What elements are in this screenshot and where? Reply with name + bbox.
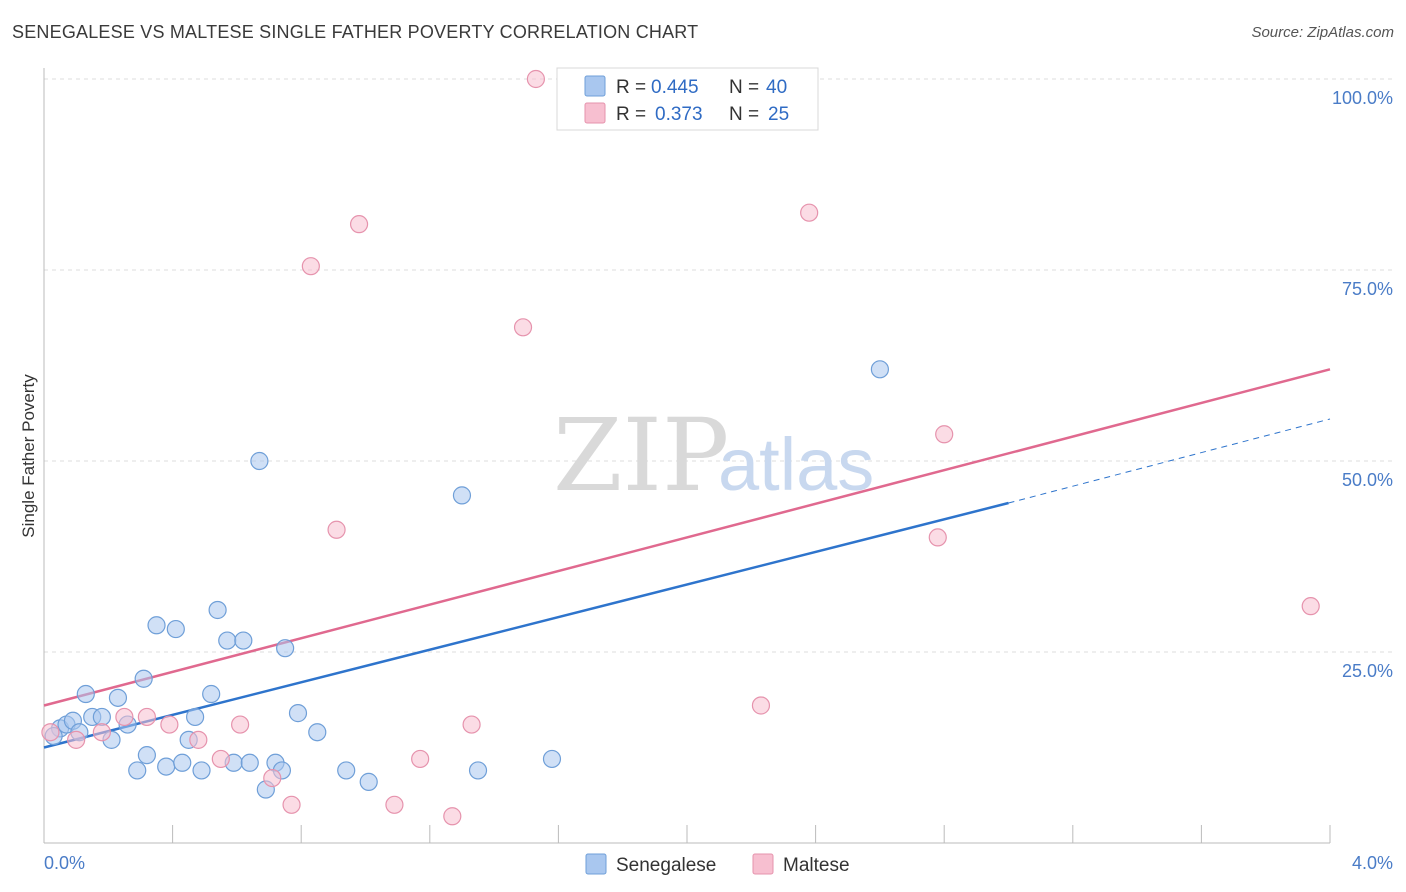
data-point-senegalese: [192, 761, 211, 780]
data-point-maltese: [282, 795, 301, 814]
trend-line-senegalese: [43, 501, 1009, 749]
data-point-senegalese: [452, 486, 472, 505]
data-point-senegalese: [276, 639, 295, 658]
legend-bottom-swatch-maltese: [752, 853, 774, 875]
legend-stats: R = 0.445 N = 40 R = 0.373 N = 25: [556, 67, 819, 131]
data-point-maltese: [385, 795, 404, 814]
data-point-maltese: [411, 749, 430, 769]
legend-r-label: R =: [616, 77, 646, 98]
data-point-senegalese: [92, 707, 111, 727]
data-point-maltese: [751, 696, 771, 715]
data-point-senegalese: [468, 761, 488, 780]
data-point-senegalese: [134, 669, 153, 688]
legend-bottom-label-senegalese: Senegalese: [616, 855, 716, 876]
legend-n-value: 40: [766, 77, 787, 98]
data-point-senegalese: [166, 619, 185, 639]
legend-r-label: R =: [616, 104, 646, 125]
legend-series: Senegalese Maltese: [585, 853, 850, 876]
data-point-senegalese: [542, 749, 562, 769]
axes: [43, 68, 1331, 844]
legend-bottom-swatch-senegalese: [585, 853, 607, 875]
data-point-maltese: [137, 707, 156, 727]
trend-line-senegalese-extension: [1008, 418, 1331, 504]
data-point-maltese: [41, 723, 60, 742]
data-point-senegalese: [218, 631, 237, 650]
data-point-maltese: [928, 528, 947, 547]
data-point-senegalese: [202, 684, 221, 704]
data-point-senegalese: [186, 707, 205, 727]
data-point-senegalese: [337, 761, 356, 780]
data-point-maltese: [301, 257, 320, 276]
data-point-maltese: [526, 69, 545, 89]
data-point-senegalese: [240, 753, 259, 772]
data-point-senegalese: [108, 688, 128, 707]
data-point-maltese: [443, 807, 462, 826]
data-point-senegalese: [147, 616, 166, 635]
data-point-maltese: [92, 723, 111, 742]
legend-n-label: N =: [729, 77, 759, 98]
data-point-senegalese: [250, 451, 269, 471]
watermark-atlas: atlas: [718, 423, 874, 506]
data-point-senegalese: [308, 723, 327, 742]
data-point-maltese: [115, 707, 134, 727]
legend-bottom-label-maltese: Maltese: [783, 855, 850, 876]
legend-r-value: 0.373: [655, 104, 703, 125]
y-tick-label: 75.0%: [1342, 279, 1393, 299]
data-point-maltese: [1301, 597, 1320, 616]
data-point-maltese: [462, 715, 481, 734]
data-point-senegalese: [288, 704, 308, 723]
legend-n-label: N =: [729, 104, 759, 125]
trend-line-maltese: [43, 368, 1331, 707]
data-point-senegalese: [157, 757, 176, 776]
data-points: [41, 69, 1320, 826]
chart-title: SENEGALESE VS MALTESE SINGLE FATHER POVE…: [12, 22, 699, 42]
watermark-zip: ZIP: [553, 397, 729, 514]
data-point-maltese: [327, 520, 346, 539]
legend-r-value: 0.445: [651, 77, 699, 98]
data-point-senegalese: [137, 746, 156, 765]
data-point-maltese: [231, 715, 250, 734]
data-point-maltese: [67, 730, 86, 749]
data-point-maltese: [263, 768, 282, 788]
x-tick-label-max: 4.0%: [1352, 853, 1393, 873]
watermark: ZIP atlas: [553, 397, 874, 514]
data-point-maltese: [189, 730, 208, 749]
y-tick-label: 50.0%: [1342, 470, 1393, 490]
data-point-senegalese: [870, 360, 890, 379]
data-point-senegalese: [359, 772, 378, 791]
data-point-senegalese: [76, 684, 95, 704]
x-tick-label-min: 0.0%: [44, 853, 85, 873]
data-point-senegalese: [208, 600, 227, 620]
data-point-maltese: [935, 425, 954, 444]
y-tick-labels: 25.0% 50.0% 75.0% 100.0%: [1332, 88, 1393, 681]
y-tick-label: 25.0%: [1342, 661, 1393, 681]
y-axis-title: Single Father Poverty: [19, 374, 38, 538]
data-point-maltese: [349, 215, 369, 234]
trend-lines: [43, 368, 1331, 749]
data-point-maltese: [513, 318, 533, 337]
data-point-maltese: [800, 203, 819, 222]
data-point-maltese: [211, 749, 230, 769]
legend-n-value: 25: [768, 104, 789, 125]
data-point-senegalese: [173, 753, 192, 772]
data-point-maltese: [160, 715, 179, 734]
grid-lines: [44, 78, 1393, 653]
legend-swatch-maltese: [584, 102, 606, 124]
source-label: Source: ZipAtlas.com: [1251, 24, 1394, 41]
data-point-senegalese: [234, 631, 253, 650]
legend-swatch-senegalese: [584, 75, 606, 97]
data-point-senegalese: [128, 761, 147, 780]
y-tick-label: 100.0%: [1332, 88, 1393, 108]
x-tick-labels: 0.0% 4.0%: [44, 853, 1393, 873]
